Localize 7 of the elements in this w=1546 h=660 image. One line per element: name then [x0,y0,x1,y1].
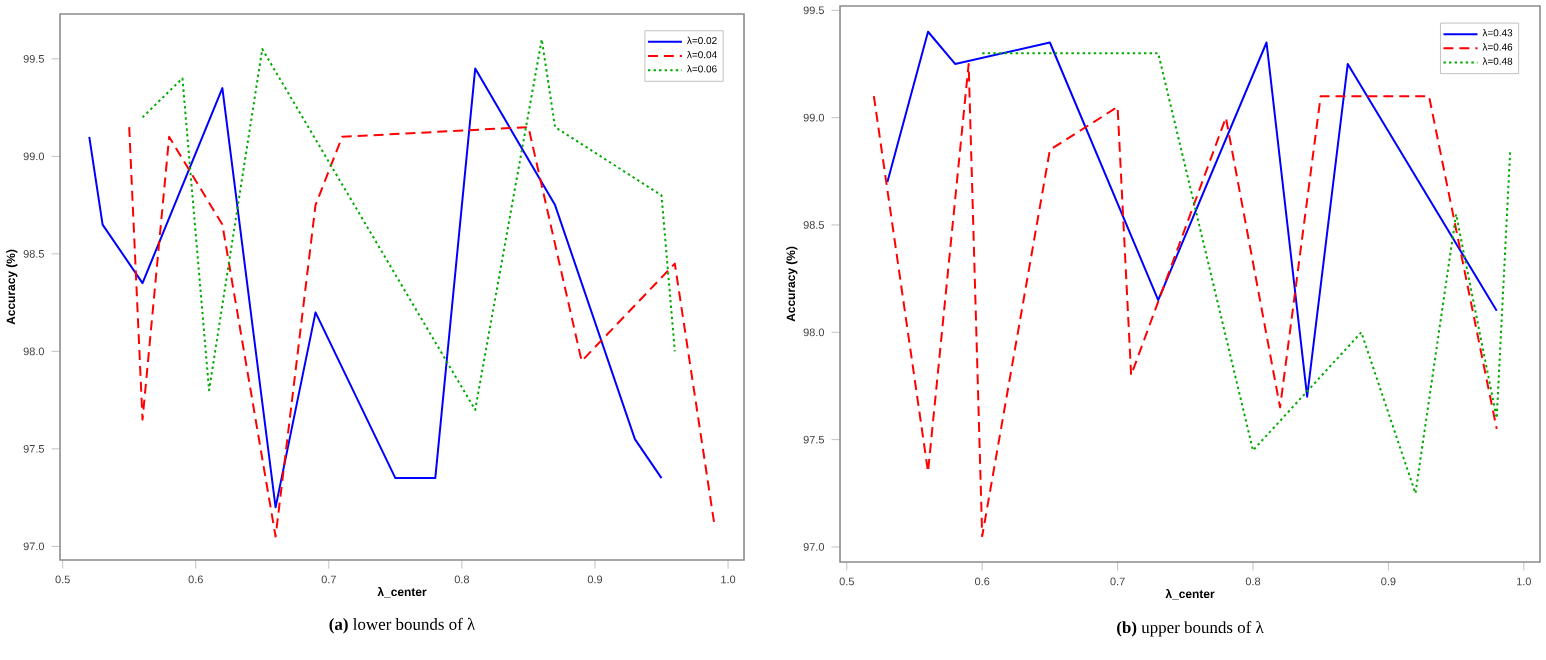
line-series [872,62,1498,538]
line-series [128,126,716,538]
line-series [141,38,676,411]
line-series [981,52,1512,495]
text: (b) upper bounds of λ [1117,621,1264,637]
text: (a) lower bounds of λ [329,617,476,634]
line-series [88,67,663,509]
